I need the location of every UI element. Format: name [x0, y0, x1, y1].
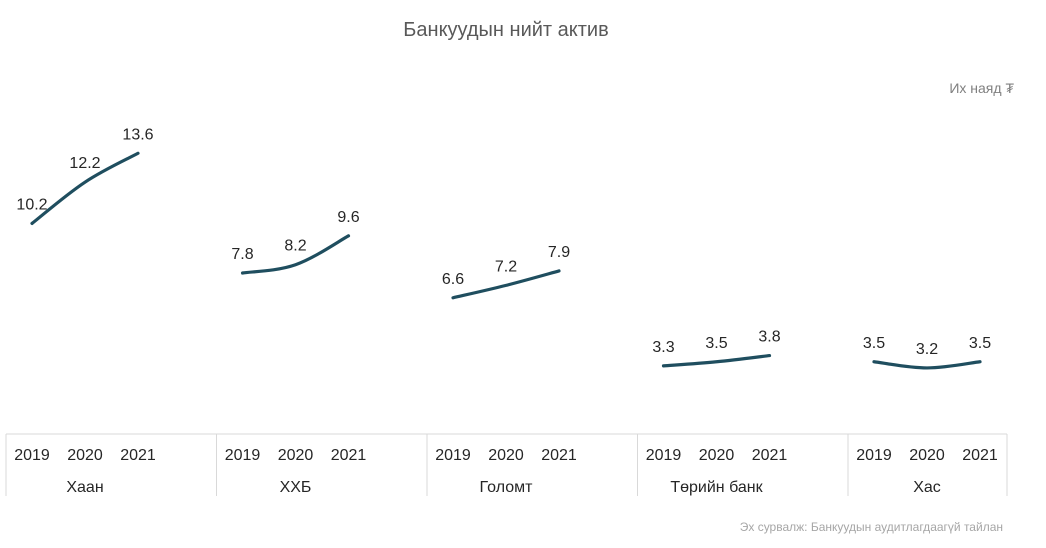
- year-tick-label: 2021: [331, 447, 367, 464]
- data-label: 7.2: [495, 258, 517, 275]
- year-tick-label: 2019: [646, 447, 682, 464]
- data-label: 3.2: [916, 341, 938, 358]
- year-tick-label: 2020: [909, 447, 945, 464]
- series-line-5: [872, 360, 982, 370]
- year-tick-label: 2020: [278, 447, 314, 464]
- series-line-4: [661, 353, 772, 368]
- bank-label: ХХБ: [280, 479, 312, 496]
- series-line-3: [451, 269, 561, 300]
- data-label: 6.6: [442, 271, 464, 288]
- year-tick-label: 2021: [120, 447, 156, 464]
- year-tick-label: 2019: [225, 447, 261, 464]
- year-tick-label: 2019: [14, 447, 50, 464]
- year-tick-label: 2021: [962, 447, 998, 464]
- year-tick-label: 2020: [67, 447, 103, 464]
- data-label: 9.6: [337, 209, 359, 226]
- plot-area: 10.2 12.2 13.6 7.8 8.2 9.6 6.6 7.2 7.9 3.3 3.5 3.8 3…: [16, 126, 991, 370]
- year-tick-label: 2021: [752, 447, 788, 464]
- data-label: 3.5: [969, 335, 991, 352]
- unit-label: Их наяд ₮: [949, 80, 1014, 96]
- data-label: 10.2: [16, 196, 47, 213]
- year-tick-label: 2021: [541, 447, 577, 464]
- bank-label: Хас: [913, 479, 941, 496]
- data-label: 8.2: [284, 238, 306, 255]
- data-label: 7.9: [548, 244, 570, 261]
- bank-label: Хаан: [66, 479, 103, 496]
- data-label: 3.8: [758, 329, 780, 346]
- series-line-2: [240, 234, 351, 275]
- year-tick-label: 2019: [856, 447, 892, 464]
- source-note: Эх сурвалж: Банкуудын аудитлагдаагүй тай…: [740, 520, 1003, 534]
- data-label: 12.2: [69, 155, 100, 172]
- series-line-1: [30, 151, 140, 226]
- bank-label: Төрийн банк: [670, 479, 763, 496]
- chart-title: Банкуудын нийт актив: [403, 19, 608, 41]
- bank-label: Голомт: [480, 479, 534, 496]
- data-label: 3.5: [705, 335, 727, 352]
- data-label: 7.8: [231, 246, 253, 263]
- data-label: 3.3: [652, 339, 674, 356]
- data-label: 3.5: [863, 335, 885, 352]
- year-tick-label: 2020: [488, 447, 524, 464]
- category-axis: 2019 2020 2021 Хаан 2019 2020 2021 ХХБ 2019 2020 2…: [5, 433, 1008, 496]
- year-tick-label: 2019: [435, 447, 471, 464]
- data-label: 13.6: [122, 126, 153, 143]
- year-tick-label: 2020: [699, 447, 735, 464]
